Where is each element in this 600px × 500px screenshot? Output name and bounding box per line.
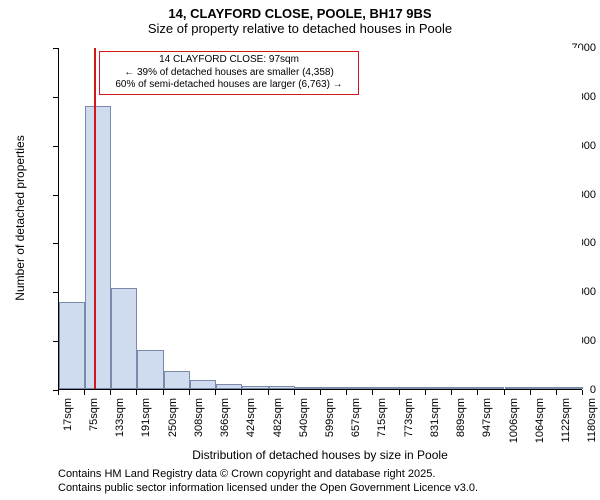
histogram-bar xyxy=(400,387,426,389)
histogram-bar xyxy=(269,386,295,389)
chart-container: 14, CLAYFORD CLOSE, POOLE, BH17 9BS Size… xyxy=(0,0,600,500)
x-tick-label: 1064sqm xyxy=(534,398,546,450)
x-tick-mark xyxy=(84,390,85,395)
x-tick-label: 1006sqm xyxy=(508,398,520,450)
plot-area: 14 CLAYFORD CLOSE: 97sqm ← 39% of detach… xyxy=(58,48,582,390)
x-tick-mark xyxy=(504,390,505,395)
histogram-bar xyxy=(190,380,216,389)
title-line2: Size of property relative to detached ho… xyxy=(0,21,600,36)
x-tick-label: 308sqm xyxy=(193,398,205,450)
x-axis-label: Distribution of detached houses by size … xyxy=(58,448,582,462)
x-tick-mark xyxy=(294,390,295,395)
x-tick-label: 75sqm xyxy=(88,398,100,450)
footer-line1: Contains HM Land Registry data © Crown c… xyxy=(58,468,435,480)
x-tick-mark xyxy=(58,390,59,395)
x-tick-mark xyxy=(399,390,400,395)
x-tick-label: 889sqm xyxy=(455,398,467,450)
histogram-bar xyxy=(505,387,531,389)
title-line1: 14, CLAYFORD CLOSE, POOLE, BH17 9BS xyxy=(0,6,600,21)
x-tick-mark xyxy=(189,390,190,395)
histogram-bar xyxy=(452,387,478,389)
x-tick-mark xyxy=(346,390,347,395)
x-tick-mark xyxy=(215,390,216,395)
footer-line2: Contains public sector information licen… xyxy=(58,482,478,494)
annotation-line3: 60% of semi-detached houses are larger (… xyxy=(104,79,354,92)
histogram-bar xyxy=(557,387,583,389)
x-tick-mark xyxy=(556,390,557,395)
histogram-bar xyxy=(164,371,190,389)
annotation-line1: 14 CLAYFORD CLOSE: 97sqm xyxy=(104,54,354,67)
histogram-bar xyxy=(347,387,373,389)
x-tick-label: 831sqm xyxy=(429,398,441,450)
histogram-bar xyxy=(426,387,452,389)
x-tick-label: 482sqm xyxy=(272,398,284,450)
marker-line xyxy=(94,48,96,389)
histogram-bar xyxy=(373,387,399,389)
x-tick-label: 715sqm xyxy=(376,398,388,450)
x-tick-label: 366sqm xyxy=(219,398,231,450)
histogram-bar xyxy=(216,384,242,389)
x-tick-mark xyxy=(425,390,426,395)
histogram-bar xyxy=(85,106,111,389)
x-tick-mark xyxy=(136,390,137,395)
histogram-bar xyxy=(242,386,268,389)
x-tick-label: 1180sqm xyxy=(586,398,598,450)
x-tick-mark xyxy=(320,390,321,395)
histogram-bar xyxy=(531,387,557,389)
x-tick-label: 17sqm xyxy=(62,398,74,450)
annotation-line2: ← 39% of detached houses are smaller (4,… xyxy=(104,67,354,80)
x-tick-mark xyxy=(241,390,242,395)
histogram-bar xyxy=(59,302,85,389)
annotation-box: 14 CLAYFORD CLOSE: 97sqm ← 39% of detach… xyxy=(99,51,359,95)
x-tick-label: 191sqm xyxy=(140,398,152,450)
x-tick-label: 773sqm xyxy=(403,398,415,450)
x-tick-label: 250sqm xyxy=(167,398,179,450)
x-tick-mark xyxy=(530,390,531,395)
y-axis-label: Number of detached properties xyxy=(13,118,27,318)
x-tick-label: 947sqm xyxy=(481,398,493,450)
x-tick-mark xyxy=(110,390,111,395)
x-tick-mark xyxy=(582,390,583,395)
histogram-bar xyxy=(478,387,504,389)
x-tick-label: 1122sqm xyxy=(560,398,572,450)
x-tick-mark xyxy=(372,390,373,395)
x-tick-label: 424sqm xyxy=(245,398,257,450)
x-tick-label: 657sqm xyxy=(350,398,362,450)
x-tick-mark xyxy=(163,390,164,395)
x-tick-label: 599sqm xyxy=(324,398,336,450)
x-tick-mark xyxy=(451,390,452,395)
x-tick-mark xyxy=(268,390,269,395)
histogram-bar xyxy=(321,387,347,389)
title-block: 14, CLAYFORD CLOSE, POOLE, BH17 9BS Size… xyxy=(0,6,600,36)
histogram-bar xyxy=(137,350,163,389)
x-tick-label: 540sqm xyxy=(298,398,310,450)
histogram-bar xyxy=(295,387,321,389)
histogram-bar xyxy=(111,288,137,389)
x-tick-mark xyxy=(477,390,478,395)
x-tick-label: 133sqm xyxy=(114,398,126,450)
